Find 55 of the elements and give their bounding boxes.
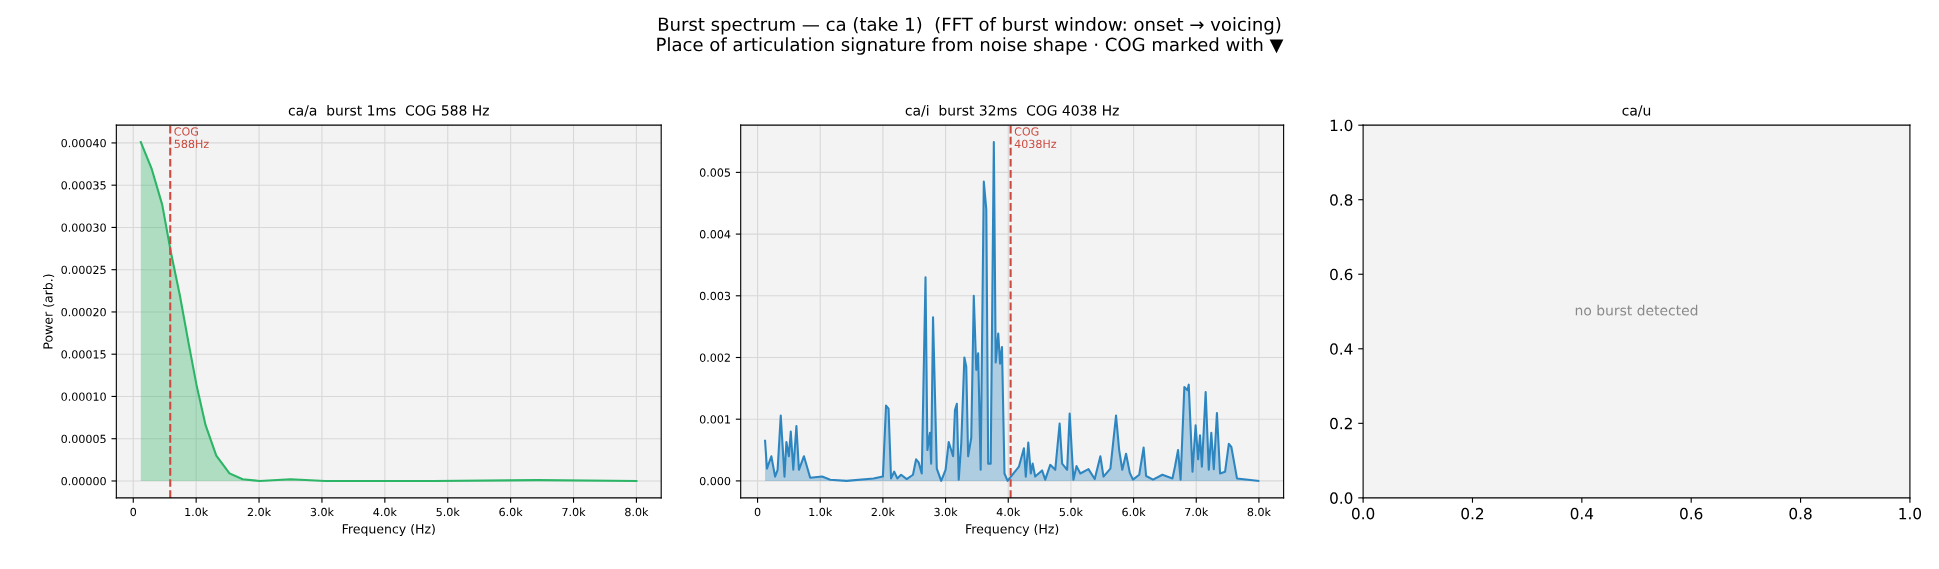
chart-title: ca/u xyxy=(1622,105,1651,117)
y-tick-label: 0.00000 xyxy=(61,476,106,486)
ref-line-label: COG 588Hz xyxy=(174,127,209,149)
x-tick-label: 6.0k xyxy=(1122,507,1146,517)
text: Burst spectrum — ca (take 1) (FFT of burst window: onset → voicing) Place of articulation signature from noise shape · COG marked with ▼ xyxy=(657,17,1284,55)
x-tick-label: 8.0k xyxy=(1247,507,1271,517)
annotation: no burst detected xyxy=(1575,304,1698,316)
x-tick-label: 0.8 xyxy=(1789,507,1812,520)
y-tick-label: 0.00035 xyxy=(61,181,106,190)
chart-title: ca/i burst 32ms COG 4038 Hz xyxy=(905,104,1119,117)
x-tick-label: 0.6 xyxy=(1680,507,1703,520)
y-tick-label: 1.0 xyxy=(1330,119,1353,132)
x-tick-label: 7.0k xyxy=(1185,507,1209,517)
y-tick-label: 0.005 xyxy=(699,168,731,177)
x-tick-label: 1.0 xyxy=(1899,507,1922,520)
y-tick-label: 0.2 xyxy=(1330,417,1352,430)
chart-title: ca/a burst 1ms COG 588 Hz xyxy=(288,104,489,117)
y-tick-label: 0.00040 xyxy=(61,138,106,148)
x-tick-label: 3.0k xyxy=(934,507,958,517)
x-tick-label: 5.0k xyxy=(436,507,460,517)
x-tick-label: 7.0k xyxy=(562,507,586,517)
x-tick-label: 4.0k xyxy=(996,507,1021,517)
x-tick-label: 6.0k xyxy=(499,507,523,517)
y-tick-label: 0.004 xyxy=(699,230,731,239)
y-tick-label: 0.00015 xyxy=(61,350,106,359)
y-tick-label: 0.4 xyxy=(1330,343,1353,355)
x-tick-label: 0.2 xyxy=(1461,507,1484,520)
x-axis-title: Frequency (Hz) xyxy=(342,523,435,536)
y-tick-label: 0.00030 xyxy=(61,223,106,232)
y-tick-label: 0.000 xyxy=(699,476,731,486)
x-tick-label: 0.4 xyxy=(1570,507,1594,520)
x-tick-label: 1.0k xyxy=(809,507,833,517)
x-tick-label: 0.0 xyxy=(1351,507,1375,520)
y-tick-label: 0.00005 xyxy=(61,434,106,444)
y-tick-label: 0.0 xyxy=(1330,492,1353,504)
x-tick-label: 2.0k xyxy=(871,507,895,517)
y-axis-title: Power (arb.) xyxy=(43,274,55,349)
y-tick-label: 0.001 xyxy=(699,415,730,424)
y-tick-label: 0.00010 xyxy=(61,392,106,401)
x-tick-label: 5.0k xyxy=(1059,507,1083,517)
ref-line-label: COG 4038Hz xyxy=(1014,127,1057,149)
y-tick-label: 0.6 xyxy=(1330,268,1353,281)
x-tick-label: 0 xyxy=(130,507,137,517)
y-tick-label: 0.003 xyxy=(699,291,731,301)
x-tick-label: 2.0k xyxy=(247,507,272,517)
x-tick-label: 3.0k xyxy=(310,507,334,517)
x-tick-label: 8.0k xyxy=(625,507,649,517)
x-tick-label: 1.0k xyxy=(185,507,209,517)
y-tick-label: 0.00020 xyxy=(61,307,106,317)
y-tick-label: 0.00025 xyxy=(61,265,106,275)
x-axis-title: Frequency (Hz) xyxy=(966,523,1059,536)
x-tick-label: 0 xyxy=(754,507,761,517)
y-tick-label: 0.8 xyxy=(1330,194,1353,206)
x-tick-label: 4.0k xyxy=(373,507,397,517)
y-tick-label: 0.002 xyxy=(699,353,730,362)
